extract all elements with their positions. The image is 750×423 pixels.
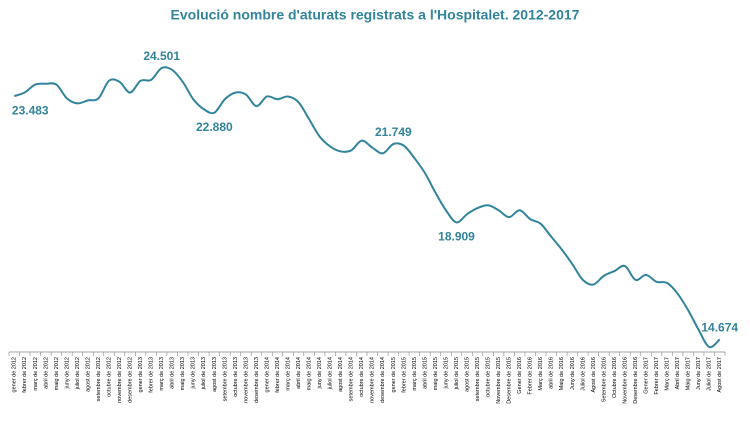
x-tick-label: agost de 2013 xyxy=(212,357,218,392)
x-tick-label: juliol de 2013 xyxy=(201,357,207,390)
x-tick-label: gener de 2014 xyxy=(264,357,270,392)
x-tick-label: juliol de 2014 xyxy=(328,357,334,390)
x-tick-label: gener de 2012 xyxy=(12,357,18,392)
x-tick-label: febrer de 2015 xyxy=(401,357,407,393)
x-tick-label: Agost de 2016 xyxy=(591,357,597,392)
x-tick-label: octubre de 2013 xyxy=(233,357,239,397)
x-tick-label: maig de 2014 xyxy=(307,357,313,390)
x-tick-label: maig de 2012 xyxy=(54,357,60,390)
x-tick-label: abril de 2014 xyxy=(296,357,302,389)
x-tick-label: abril de 2015 xyxy=(422,357,428,389)
x-tick-label: febrer de 2014 xyxy=(275,357,281,393)
x-tick-label: Novembre de 2016 xyxy=(622,357,628,404)
x-tick-label: febrer de 2012 xyxy=(22,357,28,393)
x-tick-label: setembre de 2013 xyxy=(222,357,228,401)
data-label: 24.501 xyxy=(143,49,180,63)
x-tick-label: Juny de 2016 xyxy=(570,357,576,390)
x-tick-label: Maig de 2017 xyxy=(686,357,692,390)
x-tick-label: desembre de 2012 xyxy=(128,357,134,403)
x-tick-label: agost de 2015 xyxy=(464,357,470,392)
x-tick-label: novembre de 2014 xyxy=(370,357,376,403)
x-tick-label: juny de 2015 xyxy=(443,357,449,390)
x-tick-label: abril de 2013 xyxy=(170,357,176,389)
x-tick-label: abril de 2012 xyxy=(43,357,49,389)
x-tick-label: març de 2014 xyxy=(285,357,291,391)
x-tick-label: Octubre de 2016 xyxy=(612,357,618,398)
data-label: 22.880 xyxy=(196,120,233,134)
x-tick-label: Agost de 2017 xyxy=(717,357,723,392)
x-tick-label: juny de 2013 xyxy=(191,357,197,390)
x-tick-label: Abril de 2017 xyxy=(675,357,681,389)
x-tick-label: gener de 2013 xyxy=(138,357,144,392)
x-tick-label: Maig de 2016 xyxy=(559,357,565,390)
x-tick-label: octubre de 2015 xyxy=(486,357,492,397)
x-tick-label: novembre de 2013 xyxy=(243,357,249,403)
chart-title: Evolució nombre d'aturats registrats a l… xyxy=(171,7,580,23)
x-tick-label: abril de 2016 xyxy=(549,357,555,389)
x-tick-label: Desembre de 2015 xyxy=(507,357,513,404)
x-tick-label: agost de 2014 xyxy=(338,357,344,392)
x-tick-label: Juliol de 2017 xyxy=(707,357,713,391)
x-tick-label: octubre de 2014 xyxy=(359,357,365,397)
x-tick-label: març de 2015 xyxy=(412,357,418,391)
x-tick-label: Febrer de 2016 xyxy=(528,357,534,395)
x-tick-label: Desembre de 2016 xyxy=(633,357,639,404)
x-tick-label: desembre de 2013 xyxy=(254,357,260,403)
data-label: 14.674 xyxy=(701,321,738,335)
x-tick-label: setembre de 2015 xyxy=(475,357,481,401)
x-tick-label: octubre de 2012 xyxy=(106,357,112,397)
x-tick-label: juliol de 2015 xyxy=(454,357,460,390)
x-tick-label: juny de 2012 xyxy=(64,357,70,390)
x-tick-label: Novembre de 2015 xyxy=(496,357,502,404)
x-tick-label: desembre de 2014 xyxy=(380,357,386,403)
x-tick-label: agost de 2012 xyxy=(85,357,91,392)
x-tick-label: juliol de 2012 xyxy=(75,357,81,390)
x-tick-label: gener de 2015 xyxy=(391,357,397,392)
x-tick-label: Març de 2016 xyxy=(538,357,544,391)
data-label: 18.909 xyxy=(438,230,475,244)
x-tick-label: maig de 2015 xyxy=(433,357,439,390)
x-tick-label: Gener de 2017 xyxy=(643,357,649,394)
x-tick-label: setembre de 2012 xyxy=(96,357,102,401)
x-tick-label: febrer de 2013 xyxy=(149,357,155,393)
data-label: 21.749 xyxy=(375,125,412,139)
x-tick-label: Juliol de 2016 xyxy=(580,357,586,391)
x-tick-label: març de 2012 xyxy=(33,357,39,391)
x-tick-label: març de 2013 xyxy=(159,357,165,391)
x-tick-label: Juny de 2017 xyxy=(696,357,702,390)
x-tick-label: juny de 2014 xyxy=(317,357,323,390)
x-tick-label: Gener de 2016 xyxy=(517,357,523,394)
x-tick-label: Febrer de 2017 xyxy=(654,357,660,395)
x-tick-label: Setembre de 2016 xyxy=(601,357,607,402)
x-tick-label: setembre de 2014 xyxy=(349,357,355,401)
x-tick-label: novembre de 2012 xyxy=(117,357,123,403)
data-label: 23.483 xyxy=(12,103,49,117)
x-tick-label: maig de 2013 xyxy=(180,357,186,390)
line-series xyxy=(13,66,721,349)
x-tick-label: Març de 2017 xyxy=(665,357,671,391)
